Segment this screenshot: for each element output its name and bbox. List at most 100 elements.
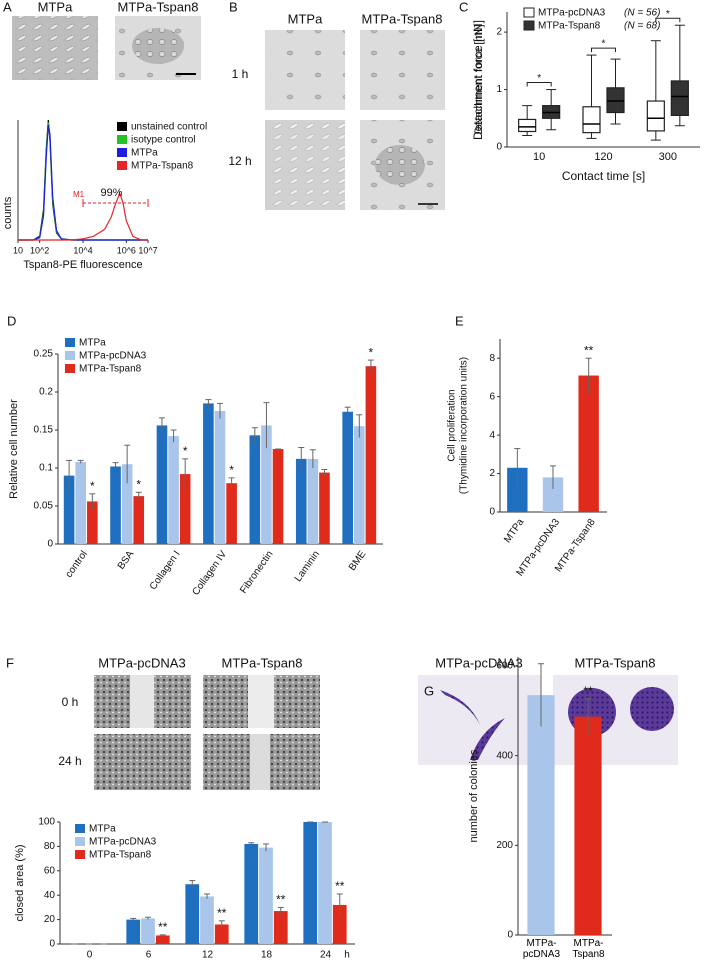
x-tick-label: 18 — [261, 950, 273, 961]
y-axis-label: Cell proliferation — [447, 389, 458, 461]
legend-swatch — [75, 850, 85, 859]
legend-swatch — [65, 338, 75, 347]
significance-label: * — [229, 463, 234, 477]
legend-swatch — [75, 837, 85, 846]
x-tick-label: control — [64, 549, 90, 580]
micrograph — [94, 734, 191, 790]
y-tick-label: 0.2 — [39, 387, 53, 398]
legend-label: MTPa-Tspan8 — [131, 161, 194, 172]
micrograph — [12, 16, 98, 80]
y-tick-label: 0 — [507, 930, 513, 941]
bar — [261, 425, 272, 544]
y-tick-label: 0 — [49, 939, 55, 950]
bar — [168, 436, 179, 544]
significance-label: * — [90, 479, 95, 493]
wound-gap — [130, 675, 154, 728]
x-tick-label: 6 — [146, 950, 152, 961]
gate-label: M1 — [73, 190, 85, 199]
y-tick-label: 400 — [496, 750, 513, 761]
bar — [542, 477, 564, 512]
y-tick-label: 1 — [496, 84, 502, 95]
legend-label: MTPa-Tspan8 — [89, 850, 152, 861]
y-tick-label: 6 — [489, 391, 495, 402]
significance-bracket — [526, 82, 552, 87]
bar — [365, 366, 377, 544]
y-tick-label: 8 — [489, 353, 495, 364]
bar — [332, 904, 347, 944]
x-tick-label: BSA — [116, 549, 137, 572]
image-row-label: 1 h — [232, 67, 249, 81]
wound-gap — [248, 675, 274, 728]
x-axis-label: Tspan8-PE fluorescence — [23, 259, 142, 271]
bar — [303, 822, 318, 944]
y-axis-label: counts — [2, 196, 14, 229]
y-tick-label: 0.15 — [34, 425, 54, 436]
y-axis-label: (Thymidine incorporation units) — [459, 357, 470, 494]
significance-label: * — [537, 73, 541, 84]
histogram-line — [18, 119, 148, 241]
x-tick-label: Fibronectin — [238, 549, 275, 596]
legend-swatch — [117, 161, 127, 170]
significance-bracket — [591, 47, 616, 53]
legend-swatch — [117, 148, 127, 157]
significance-label: ** — [158, 920, 168, 934]
legend-label: MTPa-pcDNA3 — [79, 351, 147, 362]
histogram-line — [18, 124, 148, 241]
bar — [214, 924, 229, 944]
bar — [155, 935, 170, 944]
x-tick-label: 10^2 — [30, 245, 49, 255]
significance-label: * — [369, 345, 374, 359]
x-tick-label: 10 — [13, 245, 23, 255]
box — [606, 87, 625, 114]
y-axis-label: Detachment force [nN] — [471, 20, 485, 140]
significance-label: ** — [335, 879, 345, 893]
bar — [342, 411, 353, 544]
y-tick-label: 80 — [44, 841, 56, 852]
box — [646, 100, 665, 132]
x-tick-label: MTPa — [502, 517, 527, 546]
y-tick-label: 100 — [38, 817, 55, 828]
y-tick-label: 200 — [496, 840, 513, 851]
legend-count: (N = 56) — [624, 8, 660, 19]
legend-label: unstained control — [131, 122, 207, 133]
legend-label: MTPa — [89, 824, 116, 835]
bar — [203, 403, 214, 544]
panel-letter: C — [459, 0, 468, 14]
legend-swatch — [65, 351, 75, 360]
box — [670, 80, 689, 117]
x-tick-label: 300 — [659, 151, 677, 163]
box — [582, 106, 601, 134]
y-tick-label: 0.25 — [34, 349, 54, 360]
cell-cluster — [132, 28, 184, 64]
image-column-label: MTPa — [38, 0, 73, 14]
x-tick-label: Collagen I — [148, 549, 183, 592]
y-tick-label: 20 — [44, 914, 56, 925]
legend-swatch — [117, 122, 127, 131]
significance-bracket — [655, 17, 681, 23]
bar — [110, 466, 121, 544]
image-column-label: MTPa-pcDNA3 — [435, 655, 522, 670]
y-tick-label: 600 — [496, 661, 513, 672]
x-tick-label: 10^7 — [138, 245, 157, 255]
y-tick-label: 60 — [44, 865, 56, 876]
legend-label: MTPa — [79, 338, 106, 349]
y-tick-label: 2 — [489, 468, 495, 479]
image-column-label: MTPa-Tspan8 — [575, 655, 656, 670]
x-tick-label: 12 — [202, 950, 214, 961]
wound-gap — [250, 734, 270, 790]
significance-label: * — [666, 9, 670, 20]
bar — [87, 501, 98, 544]
panel-letter: D — [7, 313, 16, 328]
bar — [179, 474, 191, 544]
y-tick-label: 4 — [489, 430, 495, 441]
x-tick-label: 120 — [594, 151, 612, 163]
bar — [307, 458, 319, 544]
significance-label: ** — [583, 684, 593, 698]
bar — [214, 411, 226, 544]
bar — [353, 426, 365, 544]
x-tick-label: 10^4 — [73, 245, 92, 255]
bar — [63, 475, 75, 544]
panel-letter: F — [6, 655, 14, 670]
